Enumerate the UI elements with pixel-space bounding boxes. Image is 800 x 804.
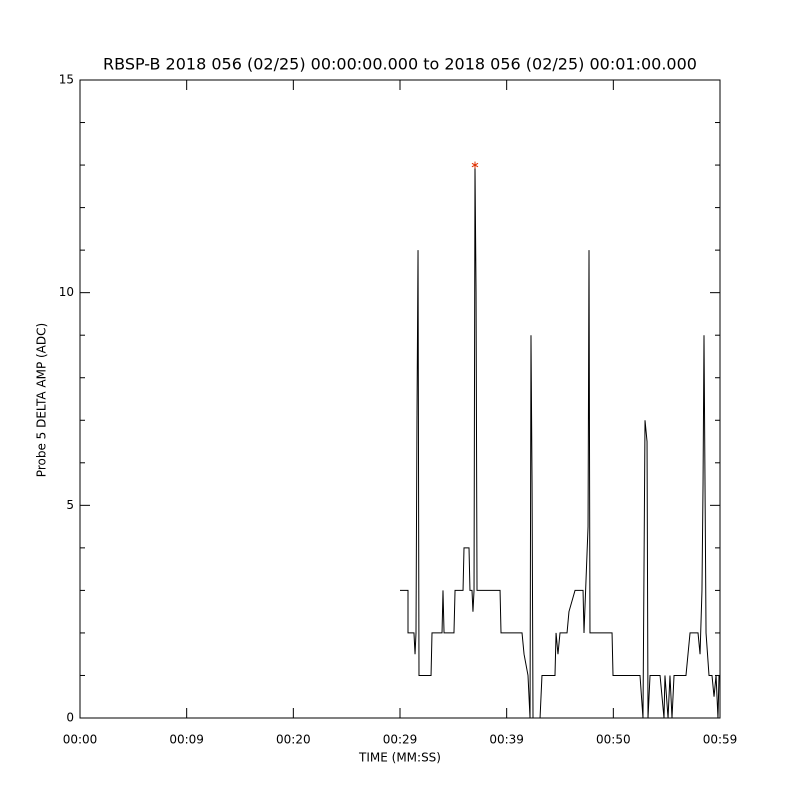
x-tick-label: 00:59 bbox=[703, 733, 738, 747]
data-line bbox=[400, 165, 720, 719]
x-tick-label: 00:00 bbox=[63, 733, 98, 747]
y-tick-label: 10 bbox=[59, 285, 74, 299]
y-tick-label: 0 bbox=[66, 711, 74, 725]
x-tick-label: 00:09 bbox=[169, 733, 204, 747]
chart-title: RBSP-B 2018 056 (02/25) 00:00:00.000 to … bbox=[103, 55, 697, 74]
y-axis-label: Probe 5 DELTA AMP (ADC) bbox=[35, 323, 49, 477]
x-tick-label: 00:50 bbox=[596, 733, 631, 747]
plot-frame bbox=[79, 79, 721, 719]
max-marker bbox=[471, 161, 479, 169]
x-axis-label: TIME (MM:SS) bbox=[358, 751, 441, 765]
x-tick-label: 00:29 bbox=[383, 733, 418, 747]
x-tick-label: 00:39 bbox=[489, 733, 524, 747]
marker-stroke bbox=[471, 162, 479, 168]
y-tick-label: 15 bbox=[59, 73, 74, 87]
y-tick-label: 5 bbox=[66, 498, 74, 512]
x-tick-label: 00:20 bbox=[276, 733, 311, 747]
